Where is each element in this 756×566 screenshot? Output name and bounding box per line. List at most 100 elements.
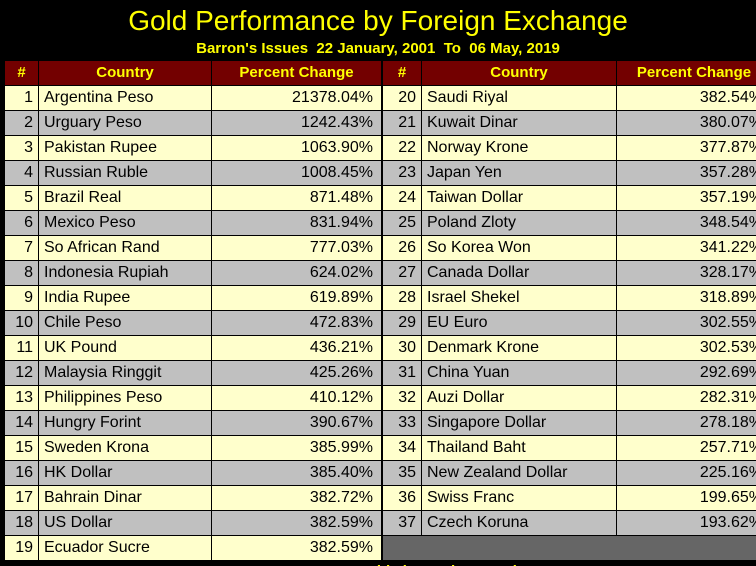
rank-cell: 27 [382, 260, 422, 286]
rank-cell: 8 [4, 260, 39, 286]
country-cell: So African Rand [38, 235, 212, 261]
rank-cell: 23 [382, 160, 422, 186]
rank-cell: 28 [382, 285, 422, 311]
rank-cell: 34 [382, 435, 422, 461]
rank-cell: 20 [382, 85, 422, 111]
left-table-body: 1 Argentina Peso 21378.04% 2 Urguary Peso 124… [4, 85, 382, 561]
country-cell: Swiss Franc [421, 485, 617, 511]
country-cell: Chile Peso [38, 310, 212, 336]
country-cell: Singapore Dollar [421, 410, 617, 436]
tables-container: # Country Percent Change 1 Argentina Peso… [0, 59, 756, 561]
table-row: 2 Urguary Peso 1242.43% [4, 110, 382, 136]
rank-cell: 16 [4, 460, 39, 486]
table-row: 14 Hungry Forint 390.67% [4, 410, 382, 436]
percent-cell: 624.02% [211, 260, 382, 286]
country-cell: So Korea Won [421, 235, 617, 261]
rank-cell: 7 [4, 235, 39, 261]
table-row: 19 Ecuador Sucre 382.59% [4, 535, 382, 561]
rank-cell: 15 [4, 435, 39, 461]
left-table: # Country Percent Change 1 Argentina Peso… [4, 60, 382, 561]
table-row: 1 Argentina Peso 21378.04% [4, 85, 382, 111]
country-cell: UK Pound [38, 335, 212, 361]
table-row: 11 UK Pound 436.21% [4, 335, 382, 361]
percent-cell: 619.89% [211, 285, 382, 311]
percent-cell: 282.31% [616, 385, 756, 411]
rank-cell: 19 [4, 535, 39, 561]
rank-cell: 30 [382, 335, 422, 361]
country-cell: Poland Zloty [421, 210, 617, 236]
country-cell: Sweden Krona [38, 435, 212, 461]
country-cell: Philippines Peso [38, 385, 212, 411]
percent-cell: 302.53% [616, 335, 756, 361]
rank-cell: 31 [382, 360, 422, 386]
table-row: 17 Bahrain Dinar 382.72% [4, 485, 382, 511]
rank-cell: 29 [382, 310, 422, 336]
table-row: 13 Philippines Peso 410.12% [4, 385, 382, 411]
percent-cell: 377.87% [616, 135, 756, 161]
percent-cell: 382.59% [211, 535, 382, 561]
country-cell: EU Euro [421, 310, 617, 336]
percent-cell: 382.72% [211, 485, 382, 511]
table-row: 5 Brazil Real 871.48% [4, 185, 382, 211]
rank-header: # [4, 60, 39, 86]
percent-cell: 199.65% [616, 485, 756, 511]
percent-cell: 193.62% [616, 510, 756, 536]
percent-cell: 328.17% [616, 260, 756, 286]
country-cell: Hungry Forint [38, 410, 212, 436]
percent-cell: 1063.90% [211, 135, 382, 161]
country-cell: Mexico Peso [38, 210, 212, 236]
country-cell: India Rupee [38, 285, 212, 311]
rank-cell: 2 [4, 110, 39, 136]
country-cell: Denmark Krone [421, 335, 617, 361]
percent-cell: 1242.43% [211, 110, 382, 136]
country-cell: Taiwan Dollar [421, 185, 617, 211]
rank-cell: 17 [4, 485, 39, 511]
country-cell: Ecuador Sucre [38, 535, 212, 561]
rank-cell: 33 [382, 410, 422, 436]
country-cell: Argentina Peso [38, 85, 212, 111]
percent-cell: 382.59% [211, 510, 382, 536]
percent-cell: 382.54% [616, 85, 756, 111]
rank-cell: 14 [4, 410, 39, 436]
percent-cell: 292.69% [616, 360, 756, 386]
rank-cell: 32 [382, 385, 422, 411]
percent-cell: 302.55% [616, 310, 756, 336]
country-cell: Brazil Real [38, 185, 212, 211]
country-header: Country [421, 60, 617, 86]
percent-cell: 436.21% [211, 335, 382, 361]
country-cell: Bahrain Dinar [38, 485, 212, 511]
rank-cell: 21 [382, 110, 422, 136]
table-row: 6 Mexico Peso 831.94% [4, 210, 382, 236]
table-row: 7 So African Rand 777.03% [4, 235, 382, 261]
table-row: 12 Malaysia Ringgit 425.26% [4, 360, 382, 386]
percent-cell: 380.07% [616, 110, 756, 136]
country-header: Country [38, 60, 212, 86]
percent-cell: 1008.45% [211, 160, 382, 186]
rank-cell: 26 [382, 235, 422, 261]
table-row: 8 Indonesia Rupiah 624.02% [4, 260, 382, 286]
rank-cell: 6 [4, 210, 39, 236]
right-header-row: # Country Percent Change [382, 60, 756, 86]
empty-filler-row [382, 535, 756, 561]
left-header-row: # Country Percent Change [4, 60, 382, 86]
rank-cell: 25 [382, 210, 422, 236]
subtitle: Barron's Issues 22 January, 2001 To 06 M… [196, 40, 560, 57]
rank-cell: 13 [4, 385, 39, 411]
percent-cell: 21378.04% [211, 85, 382, 111]
percent-cell: 831.94% [211, 210, 382, 236]
rank-header: # [382, 60, 422, 86]
table-row: 4 Russian Ruble 1008.45% [4, 160, 382, 186]
rank-cell: 1 [4, 85, 39, 111]
